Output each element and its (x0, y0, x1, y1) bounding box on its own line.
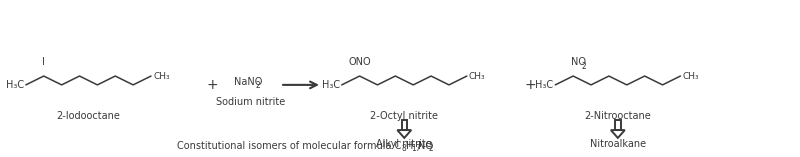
Text: CH₃: CH₃ (469, 72, 486, 81)
Text: NO: NO (418, 141, 433, 151)
Bar (402, 120, 407, 130)
Text: Alkyl nitrite: Alkyl nitrite (377, 139, 432, 149)
Text: H₃C: H₃C (6, 80, 24, 90)
Text: Constitutional isomers of molecular formula C: Constitutional isomers of molecular form… (177, 141, 402, 151)
Text: 2: 2 (255, 81, 260, 90)
Text: H₃C: H₃C (322, 80, 340, 90)
Text: H₃C: H₃C (535, 80, 554, 90)
Text: NaNO: NaNO (234, 77, 263, 87)
Text: 17: 17 (410, 144, 420, 153)
Text: CH₃: CH₃ (153, 72, 170, 81)
Text: Nitroalkane: Nitroalkane (590, 139, 646, 149)
Polygon shape (398, 130, 411, 138)
Text: NO: NO (571, 57, 586, 67)
Text: H: H (406, 141, 413, 151)
Text: 2-Nitrooctane: 2-Nitrooctane (585, 111, 651, 121)
Text: ONO: ONO (348, 57, 371, 67)
Text: 8: 8 (402, 144, 406, 153)
Text: Sodium nitrite: Sodium nitrite (216, 97, 285, 107)
Text: CH₃: CH₃ (682, 72, 699, 81)
Text: I: I (42, 57, 45, 67)
Polygon shape (611, 130, 625, 138)
Text: 2-Iodooctane: 2-Iodooctane (57, 111, 120, 121)
Text: 2-Octyl nitrite: 2-Octyl nitrite (370, 111, 438, 121)
Bar (615, 120, 621, 130)
Text: +: + (525, 78, 536, 92)
Text: 2: 2 (582, 62, 586, 71)
Text: +: + (206, 78, 218, 92)
Text: 2: 2 (429, 144, 434, 153)
